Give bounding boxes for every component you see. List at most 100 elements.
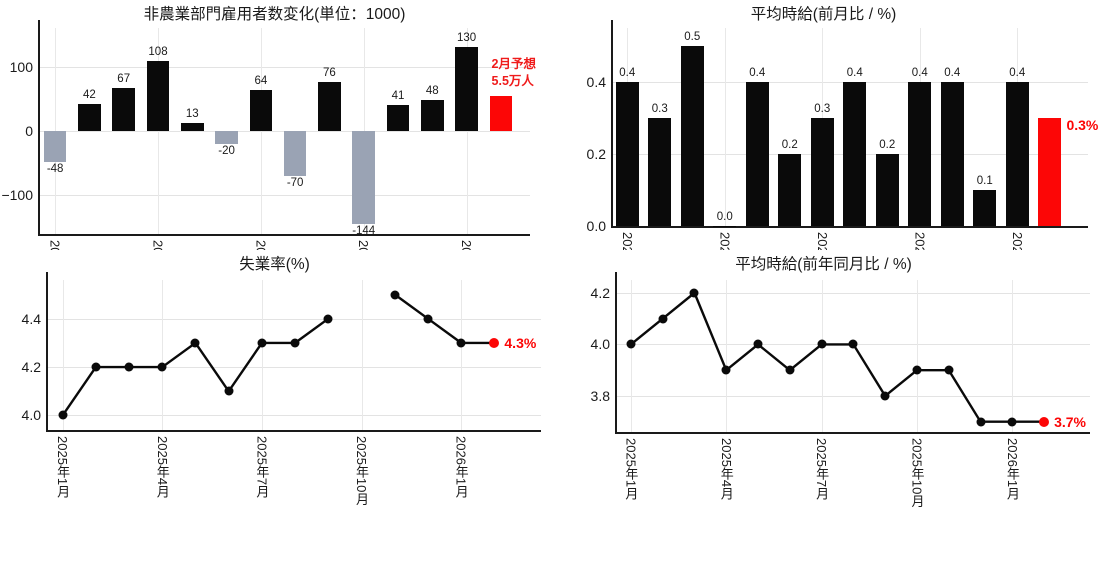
data-bar [43,131,67,162]
forecast-bar [1038,118,1062,226]
data-point [880,391,890,401]
x-tick-label: 2026年1月 [1008,232,1027,250]
bar-value-label: -70 [286,177,304,190]
y-axis-line [611,20,613,226]
x-tick-label: 2025年1月 [623,438,639,501]
x-gridline [916,280,918,432]
bar-value-label: 0.0 [716,211,733,223]
y-axis-line [38,20,40,234]
data-bar [455,47,478,131]
y-gridline [615,292,1090,294]
x-gridline [630,280,632,432]
data-point [124,362,134,372]
forecast-annotation: 2月予想 5.5万人 [492,56,536,90]
data-point [323,314,333,324]
bar-value-label: -144 [352,224,376,237]
bar-value-label: 0.4 [911,67,928,79]
x-tick-label: 2025年10月 [910,232,929,250]
data-bar [875,154,899,226]
bar-value-label: -20 [218,144,235,157]
bar-value-label: 0.3 [651,103,668,115]
y-tick-label: 3.8 [590,387,610,404]
forecast-value-label: 4.3% [504,334,537,351]
x-gridline [162,280,164,430]
bar-value-label: 0.5 [684,31,701,43]
x-axis-line [46,430,541,432]
x-gridline [260,28,262,234]
panel-avg-hourly-earnings-yoy: 平均時給(前年同月比 / %) 3.8 4.0 4.2 2025年1月 2025年4月 2… [549,250,1098,575]
line-segment [61,317,330,417]
data-bar [778,154,802,226]
data-bar [973,190,997,226]
forecast-annotation-line: 2月予想 [491,57,536,71]
x-tick-label: 2025年4月 [715,232,734,250]
plot-area-avg-hourly-earnings-mom: 0.0 0.2 0.4 2025年1月 2025年4月 2025年7月 2025年10月 20… [587,20,1098,250]
y-gridline [46,367,541,369]
data-bar [1005,82,1029,226]
forecast-value-label: 0.3% [1066,117,1098,133]
plot-area-nonfarm-payrolls: −100 0 100 2025年1月 2025年4月 2025年7月 2025年10月 202… [1,20,536,250]
data-bar [420,100,444,131]
bar-value-label: 0.3 [814,103,831,115]
x-tick-label: 2026年1月 [457,240,476,250]
data-point [1007,417,1017,427]
data-point [912,365,922,375]
y-gridline [46,318,541,320]
line-series [630,290,1045,423]
data-point [658,314,668,324]
data-bar [713,226,737,227]
chart-title-unemployment-rate: 失業率(%) [239,256,310,273]
data-point [157,362,167,372]
bar-value-label: 48 [425,85,439,98]
y-tick-label: 0.4 [586,74,606,90]
x-gridline [361,280,363,430]
data-bar [283,131,307,177]
data-bar [615,82,639,226]
x-gridline [1012,280,1014,432]
bar-value-label: 0.4 [749,67,766,79]
panel-unemployment-rate: 失業率(%) 4.0 4.2 4.4 2025年1月 2025年4月 2025年7月 202… [0,250,549,575]
data-point [721,365,731,375]
y-tick-label: 0.2 [586,146,606,162]
bar-value-label: 0.2 [781,139,798,151]
x-tick-label: 2025年7月 [251,240,270,250]
chart-title-avg-hourly-earnings-yoy: 平均時給(前年同月比 / %) [735,256,912,273]
bar-value-label: 108 [148,46,168,59]
panel-nonfarm-payrolls: 非農業部門雇用者数変化(単位：1000) −100 0 100 2025年1月 2025… [0,0,549,250]
data-point [290,338,300,348]
x-tick-label: 2026年1月 [1004,438,1020,501]
plot-area-unemployment-rate: 4.0 4.2 4.4 2025年1月 2025年4月 2025年7月 2025年10月 20… [22,272,541,505]
x-axis-line [38,234,530,236]
data-bar [810,118,834,226]
line-segment [630,290,1045,423]
bar-value-label: 0.4 [1009,67,1026,79]
data-bar [180,122,204,131]
x-tick-label: 2025年7月 [814,438,830,501]
bar-value-label: 130 [456,32,477,45]
data-bar [648,118,672,226]
bar-value-label: 13 [185,107,199,120]
x-gridline [261,280,263,430]
data-point [456,338,466,348]
bar-value-label: 0.2 [879,139,896,151]
x-gridline [466,28,468,234]
y-tick-label: 0.0 [586,218,606,234]
x-tick-label: 2025年10月 [354,240,373,250]
x-tick-label: 2025年7月 [813,232,832,250]
y-tick-label: 4.4 [21,310,41,327]
data-point [976,417,986,427]
bar-value-label: 67 [117,72,131,85]
x-gridline [726,280,728,432]
bar-value-label: 0.4 [619,67,636,79]
x-tick-label: 2025年7月 [254,436,270,499]
data-point [753,339,763,349]
bar-value-label: 42 [83,88,96,101]
line-series [61,293,495,417]
data-bar [843,82,867,226]
x-tick-label: 2025年4月 [154,436,170,499]
data-bar [386,104,410,131]
x-gridline [62,280,64,430]
bar-value-label: 76 [323,67,336,80]
y-axis-line [615,272,617,432]
y-gridline [46,415,541,417]
